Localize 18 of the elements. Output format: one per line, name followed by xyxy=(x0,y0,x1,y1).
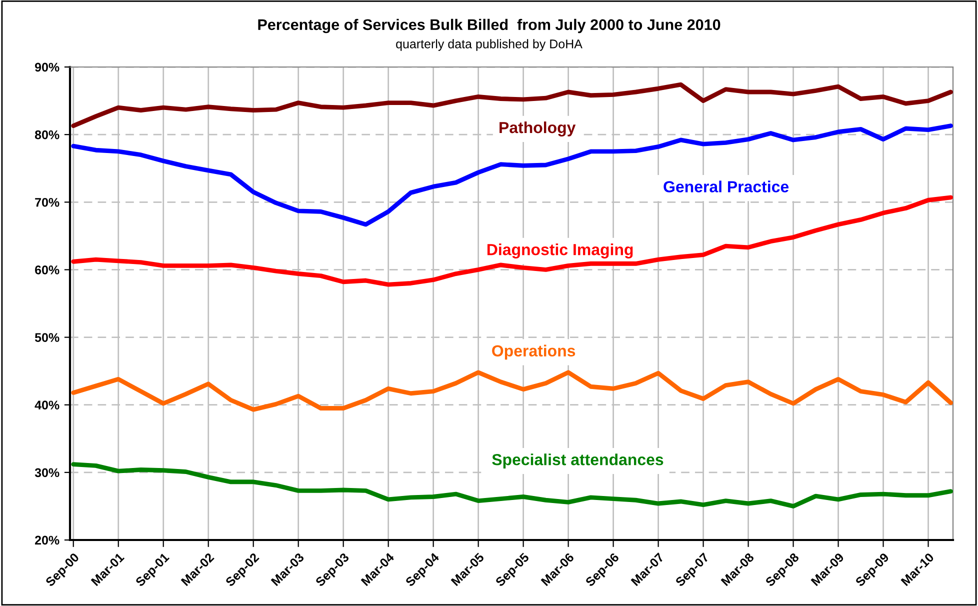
y-tick-label: 40% xyxy=(34,400,60,410)
series-label: Diagnostic Imaging xyxy=(487,244,633,258)
chart-title: Percentage of Services Bulk Billed from July 2000 to June 2010 xyxy=(258,18,720,34)
y-tick-label: 30% xyxy=(34,468,60,478)
y-tick-label: 50% xyxy=(34,333,60,342)
y-tick-label: 60% xyxy=(35,266,60,274)
y-tick-label: 80% xyxy=(34,130,60,140)
series-label: Operations xyxy=(492,344,576,360)
y-tick-label: 20% xyxy=(35,536,60,545)
line-series xyxy=(71,124,953,227)
series-label: Specialist attendances xyxy=(492,454,664,468)
chart-subtitle: quarterly data published by DoHA xyxy=(396,39,582,51)
y-tick-label: 90% xyxy=(35,62,60,72)
series-label: Pathology xyxy=(500,121,576,136)
line-series xyxy=(71,370,953,412)
line-series xyxy=(71,195,953,287)
text: General Practice xyxy=(664,180,789,192)
y-tick-label: 70% xyxy=(35,198,60,207)
